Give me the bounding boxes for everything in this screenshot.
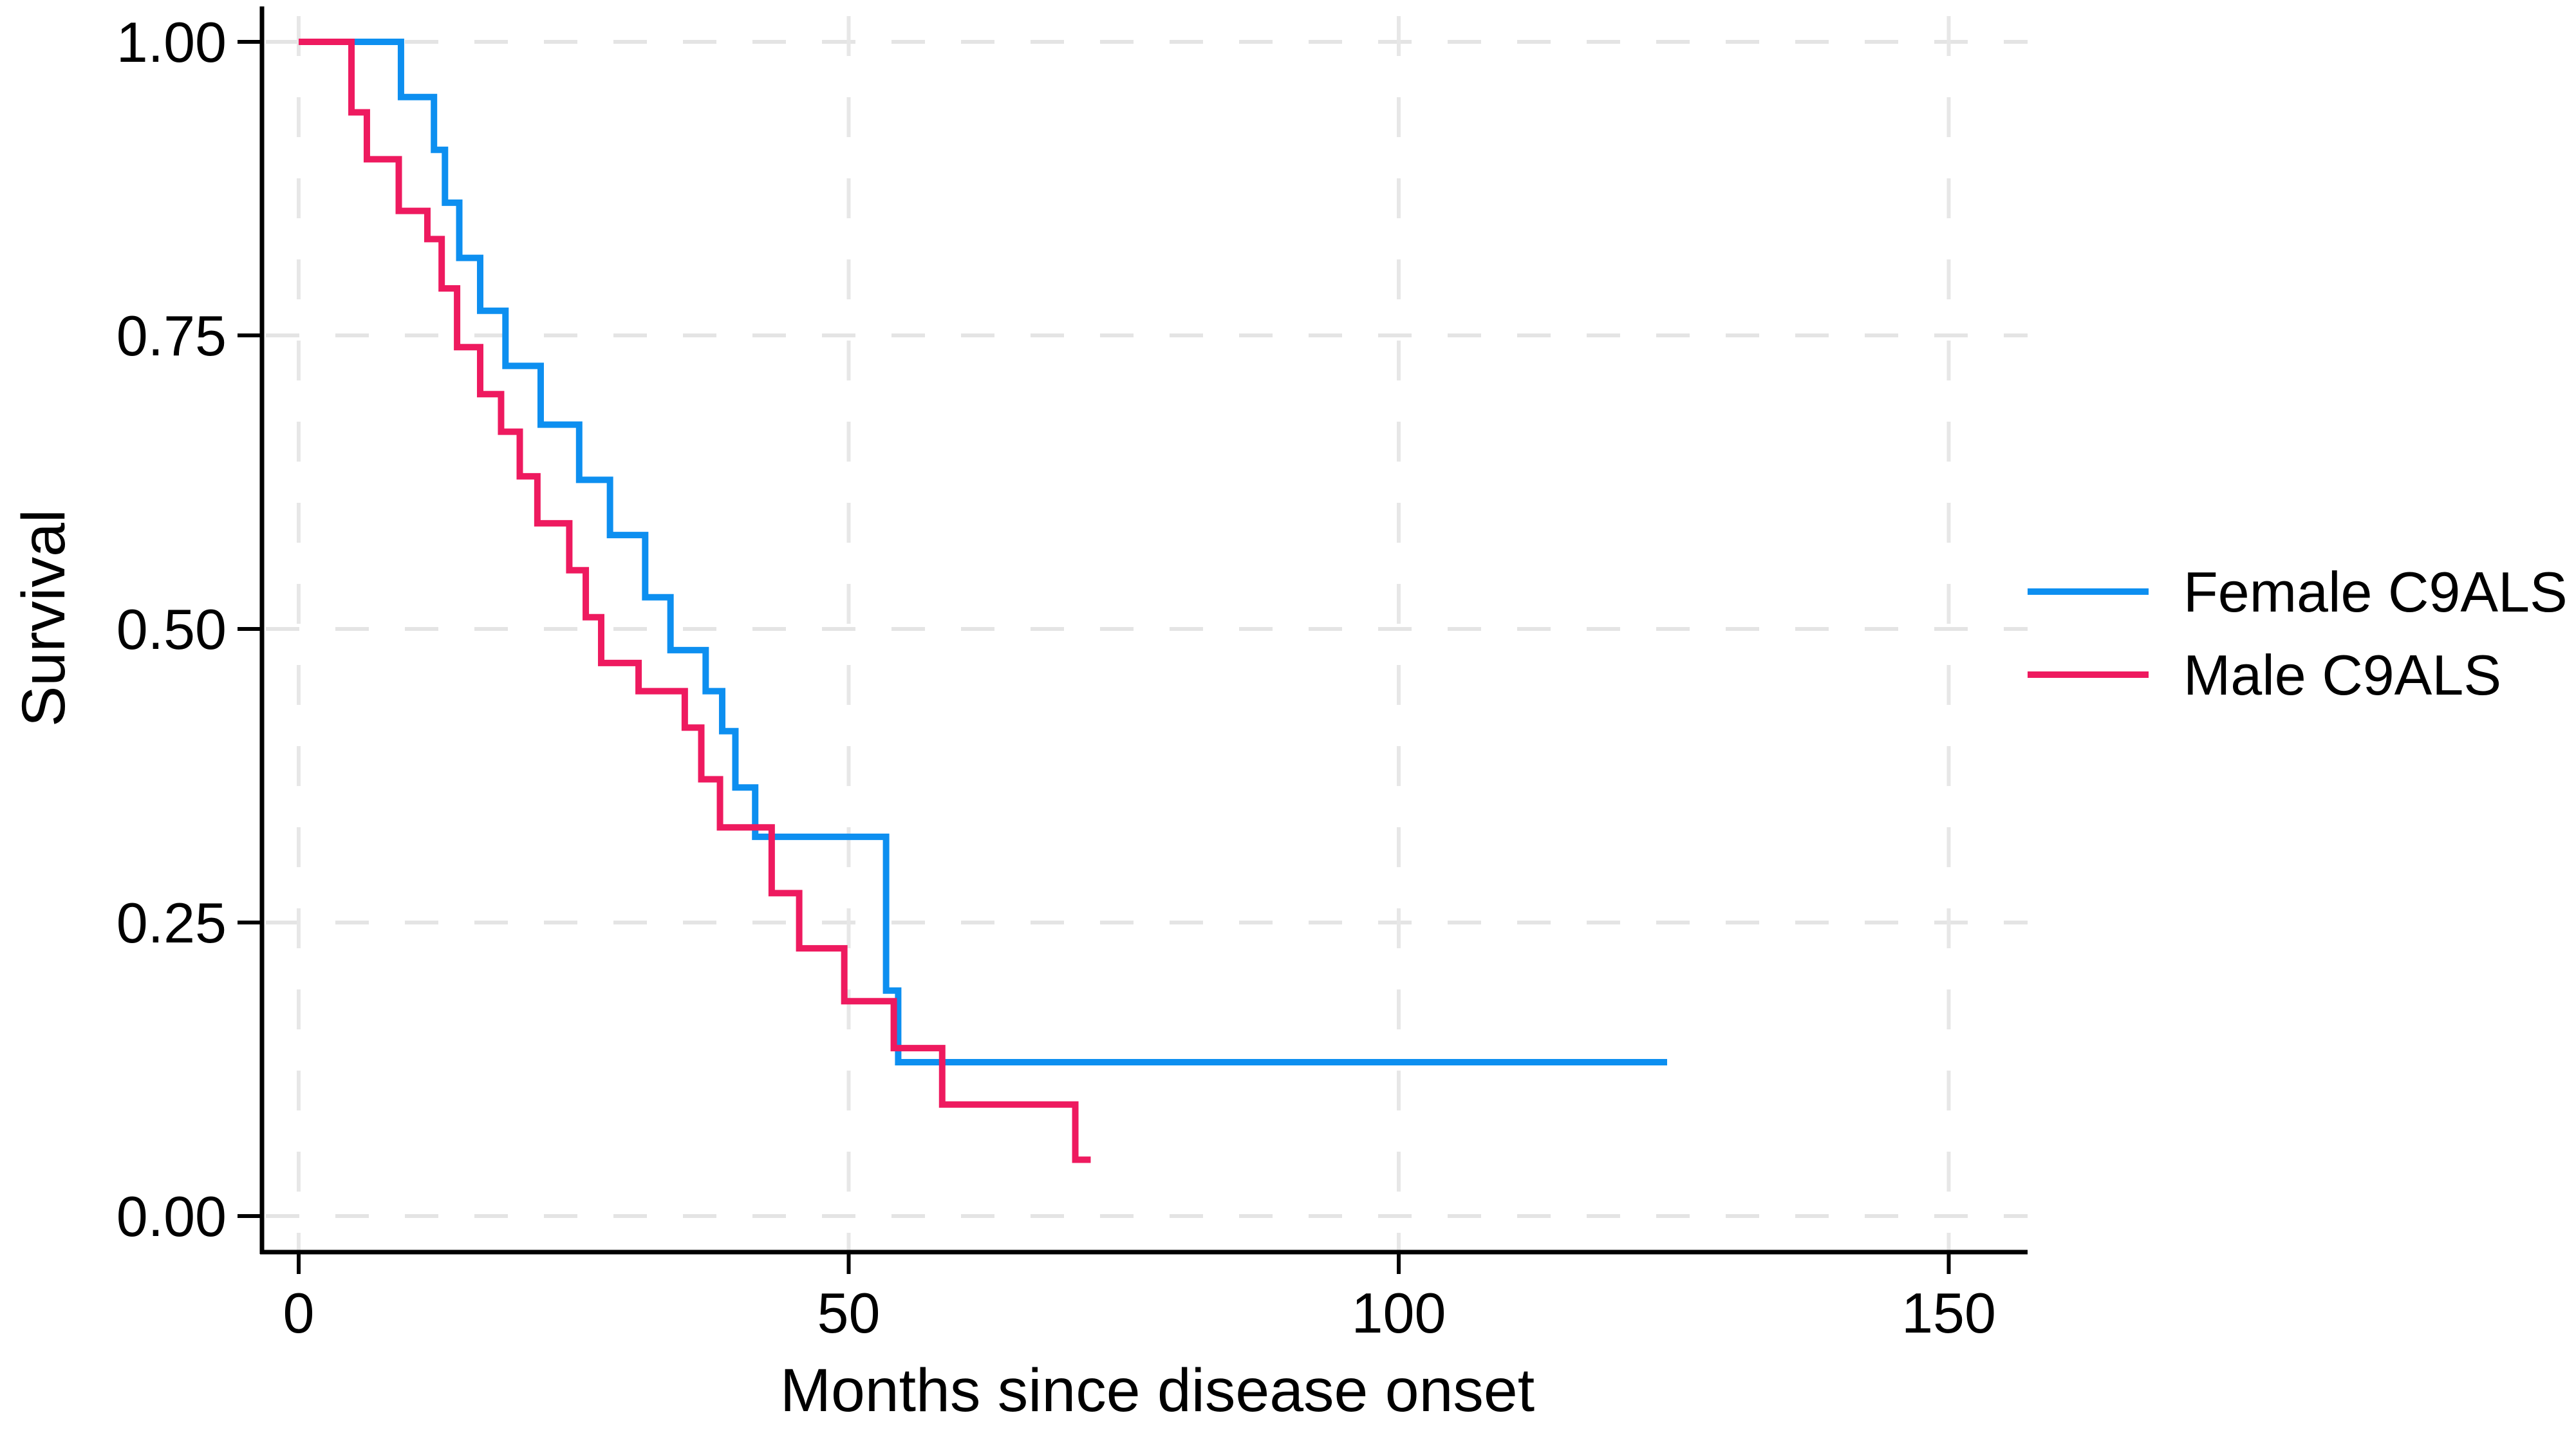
km-curve-male-c9als xyxy=(299,39,1091,1163)
horizontal-gridlines xyxy=(266,40,2028,1218)
x-tick-label-0: 0 xyxy=(283,1281,315,1345)
y-tick-label-1.00: 1.00 xyxy=(117,10,227,74)
legend: Female C9ALS Male C9ALS xyxy=(2028,560,2568,707)
x-tick-label-100: 100 xyxy=(1352,1281,1446,1345)
km-curve-female-c9als xyxy=(299,39,1667,1066)
x-axis-title: Months since disease onset xyxy=(780,1356,1535,1425)
x-tick-label-50: 50 xyxy=(817,1281,881,1345)
y-tick-label-0.50: 0.50 xyxy=(117,597,227,661)
x-tick-label-150: 150 xyxy=(1901,1281,1996,1345)
y-tick-label-0.00: 0.00 xyxy=(117,1185,227,1248)
axes: 0.00 0.25 0.50 0.75 1.00 0 50 100 150 xyxy=(117,6,2028,1345)
y-tick-label-0.25: 0.25 xyxy=(117,891,227,955)
legend-label-male: Male C9ALS xyxy=(2183,643,2501,707)
y-axis-title: Survival xyxy=(10,509,78,727)
y-tick-label-0.75: 0.75 xyxy=(117,304,227,368)
legend-label-female: Female C9ALS xyxy=(2183,560,2568,624)
x-axis-ticks: 0 50 100 150 xyxy=(283,1252,1996,1345)
survival-curves xyxy=(299,39,1667,1163)
y-axis-ticks: 0.00 0.25 0.50 0.75 1.00 xyxy=(117,10,262,1248)
